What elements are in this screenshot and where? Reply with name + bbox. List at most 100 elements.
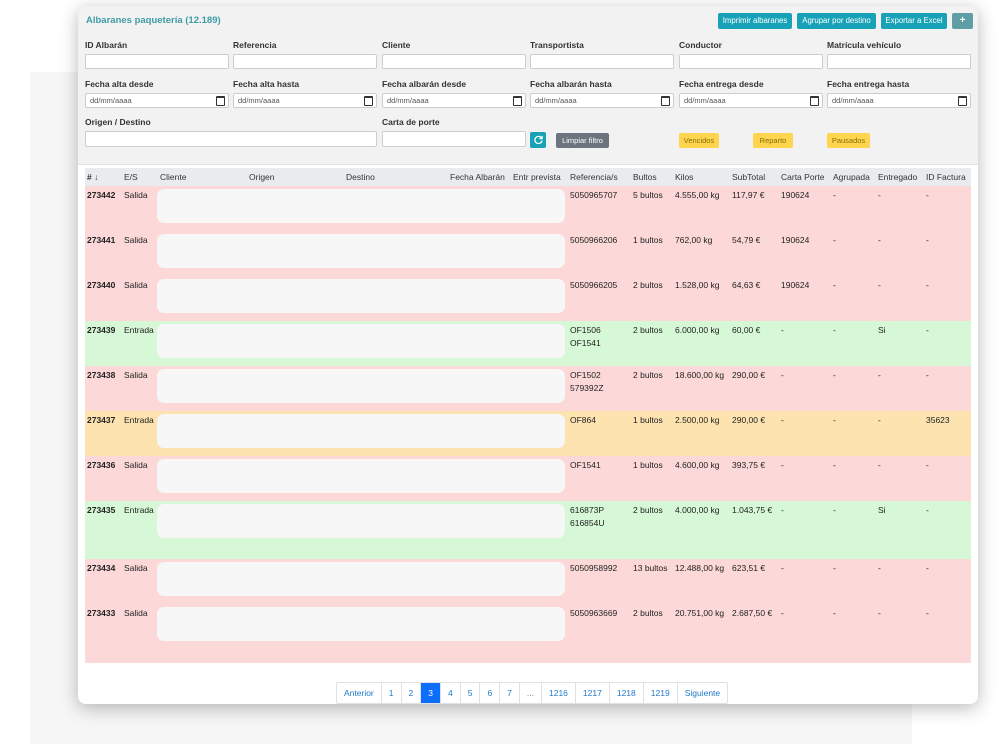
pagination-page-6[interactable]: 6 <box>479 683 499 703</box>
pagination-page-5[interactable]: 5 <box>459 683 480 703</box>
column-header-es[interactable]: E/S <box>124 172 138 182</box>
column-header-agrupada[interactable]: Agrupada <box>833 172 870 182</box>
reference-line: 5050966206 <box>570 235 618 245</box>
clear-filter-button[interactable]: Limpiar filtro <box>556 133 609 148</box>
column-header-kilos[interactable]: Kilos <box>675 172 694 182</box>
fecha-entrega-hasta-input[interactable]: dd/mm/aaaa <box>827 93 971 108</box>
matricula-input[interactable] <box>827 54 971 69</box>
table-row[interactable]: 273437 Entrada OF864 1 bultos 2.500,00 kg 290… <box>85 411 971 456</box>
calendar-icon[interactable] <box>216 96 225 106</box>
table-row[interactable]: 273436 Salida OF1541 1 bultos 4.600,00 kg 393… <box>85 456 971 501</box>
group-by-destination-button[interactable]: Agrupar por destino <box>797 13 876 29</box>
redacted-client-origin-destination <box>157 189 565 223</box>
calendar-icon[interactable] <box>810 96 819 106</box>
filter-label-fecha-alta-desde: Fecha alta desde <box>85 79 154 89</box>
fecha-albaran-desde-input[interactable]: dd/mm/aaaa <box>382 93 526 108</box>
cell-kilos: 18.600,00 kg <box>675 370 725 380</box>
cell-subtotal: 60,00 € <box>732 325 761 335</box>
reference-line: 579392Z <box>570 383 604 393</box>
cell-agrupada: - <box>833 190 836 200</box>
reference-line: 616854U <box>570 518 605 528</box>
pagination-previous[interactable]: Anterior <box>344 688 374 698</box>
cell-bultos: 2 bultos <box>633 505 663 515</box>
table-row[interactable]: 273439 Entrada OF1506 OF1541 2 bultos 6.000,0… <box>85 321 971 366</box>
cell-subtotal: 393,75 € <box>732 460 766 470</box>
table-row[interactable]: 273441 Salida 5050966206 1 bultos 762,00 kg 5… <box>85 231 971 276</box>
table-row[interactable]: 273435 Entrada 616873P 616854U 2 bultos 4.000… <box>85 501 971 559</box>
cell-entregado: - <box>878 190 881 200</box>
cell-id-factura: 35623 <box>926 415 950 425</box>
cell-entregado: - <box>878 415 881 425</box>
cell-carta-porte: - <box>781 505 784 515</box>
pagination-page-1[interactable]: 1 <box>380 683 401 703</box>
column-header-id-factura[interactable]: ID Factura <box>926 172 966 182</box>
filter-label-matricula: Matrícula vehículo <box>827 40 902 50</box>
pagination-page-1218[interactable]: 1218 <box>608 683 643 703</box>
pagination-page-1217[interactable]: 1217 <box>574 683 609 703</box>
transportista-input[interactable] <box>530 54 674 69</box>
pagination-page-2[interactable]: 2 <box>400 683 421 703</box>
carta-porte-input[interactable] <box>382 131 526 147</box>
calendar-icon[interactable] <box>513 96 522 106</box>
column-header-entr-prevista[interactable]: Entr prevista <box>513 172 561 182</box>
referencia-input[interactable] <box>233 54 377 69</box>
redacted-client-origin-destination <box>157 562 565 596</box>
pagination-page-1219[interactable]: 1219 <box>642 683 677 703</box>
add-button[interactable]: + <box>952 13 973 29</box>
table-row[interactable]: 273433 Salida 5050963669 2 bultos 20.751,00 … <box>85 604 971 663</box>
fecha-albaran-hasta-input[interactable]: dd/mm/aaaa <box>530 93 674 108</box>
column-header-destino[interactable]: Destino <box>346 172 375 182</box>
pagination-page-1216[interactable]: 1216 <box>541 683 575 703</box>
column-header-subtotal[interactable]: SubTotal <box>732 172 766 182</box>
cell-agrupada: - <box>833 505 836 515</box>
fecha-alta-desde-input[interactable]: dd/mm/aaaa <box>85 93 229 108</box>
cell-carta-porte: 190624 <box>781 235 810 245</box>
pagination-page-4[interactable]: 4 <box>439 683 460 703</box>
print-albaranes-button[interactable]: Imprimir albaranes <box>718 13 792 29</box>
column-header-entregado[interactable]: Entregado <box>878 172 918 182</box>
filter-label-fecha-entrega-hasta: Fecha entrega hasta <box>827 79 910 89</box>
cliente-input[interactable] <box>382 54 526 69</box>
column-header-referencias[interactable]: Referencia/s <box>570 172 618 182</box>
column-header-carta-porte[interactable]: Carta Porte <box>781 172 825 182</box>
pagination-next[interactable]: Siguiente <box>676 683 727 703</box>
column-header-id[interactable]: # ↓ <box>87 172 99 182</box>
pagination-page-3[interactable]: 3 <box>420 683 440 703</box>
cell-referencias: OF864 <box>570 414 596 427</box>
origen-destino-input[interactable] <box>85 131 377 147</box>
calendar-icon[interactable] <box>364 96 373 106</box>
cell-bultos: 1 bultos <box>633 235 663 245</box>
cell-es: Salida <box>124 460 148 470</box>
reparto-button[interactable]: Reparto <box>753 133 793 148</box>
table-row[interactable]: 273442 Salida 5050965707 5 bultos 4.555,00 k… <box>85 186 971 231</box>
date-placeholder: dd/mm/aaaa <box>535 96 577 105</box>
cell-es: Entrada <box>124 505 154 515</box>
export-excel-button[interactable]: Exportar a Excel <box>881 13 947 29</box>
column-header-bultos[interactable]: Bultos <box>633 172 657 182</box>
column-header-cliente[interactable]: Cliente <box>160 172 187 182</box>
refresh-button[interactable] <box>530 132 546 148</box>
conductor-input[interactable] <box>679 54 823 69</box>
id-albaran-input[interactable] <box>85 54 229 69</box>
cell-agrupada: - <box>833 370 836 380</box>
fecha-alta-hasta-input[interactable]: dd/mm/aaaa <box>233 93 377 108</box>
cell-agrupada: - <box>833 608 836 618</box>
column-header-fecha-albaran[interactable]: Fecha Albarán <box>450 172 505 182</box>
table-row[interactable]: 273440 Salida 5050966205 2 bultos 1.528,00 k… <box>85 276 971 321</box>
redacted-client-origin-destination <box>157 414 565 448</box>
table-row[interactable]: 273438 Salida OF1502 579392Z 2 bultos 18.600,… <box>85 366 971 411</box>
table-row[interactable]: 273434 Salida 5050958992 13 bultos 12.488,00… <box>85 559 971 604</box>
calendar-icon[interactable] <box>958 96 967 106</box>
filter-label-carta-porte: Carta de porte <box>382 117 440 127</box>
pagination-page-7[interactable]: 7 <box>499 683 519 703</box>
vencidos-button[interactable]: Vencidos <box>679 133 719 148</box>
redacted-client-origin-destination <box>157 459 565 493</box>
column-header-origen[interactable]: Origen <box>249 172 275 182</box>
cell-bultos: 2 bultos <box>633 370 663 380</box>
calendar-icon[interactable] <box>661 96 670 106</box>
fecha-entrega-desde-input[interactable]: dd/mm/aaaa <box>679 93 823 108</box>
app-window: Albaranes paquetería (12.189) Imprimir a… <box>78 6 978 704</box>
cell-subtotal: 623,51 € <box>732 563 766 573</box>
pausados-button[interactable]: Pausados <box>827 133 870 148</box>
cell-carta-porte: - <box>781 608 784 618</box>
